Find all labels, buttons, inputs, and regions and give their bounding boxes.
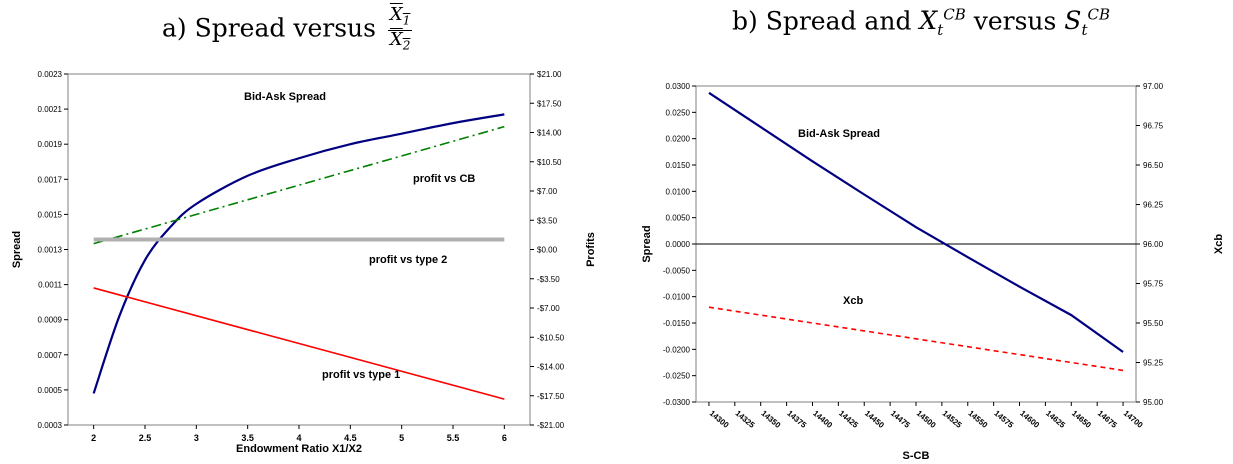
x-tick-label: 14575 xyxy=(992,409,1015,431)
series-label: Bid-Ask Spread xyxy=(244,91,326,103)
x-tick-label: 2 xyxy=(91,433,96,443)
x-tick-label: 14425 xyxy=(837,409,860,431)
x-tick-label: 5.5 xyxy=(447,433,460,443)
x-tick-label: 3 xyxy=(194,433,199,443)
y2-tick-label: $21.00 xyxy=(537,70,562,79)
series-line-bid-ask-spread xyxy=(92,113,505,394)
series-label: Bid-Ask Spread xyxy=(798,128,880,140)
y-tick-label: 0.0003 xyxy=(38,421,63,430)
y-tick-label: 0.0050 xyxy=(666,214,691,223)
y2-tick-label: 95.25 xyxy=(1143,359,1164,368)
y2-tick-label: -$7.00 xyxy=(537,304,560,313)
y-tick-label: 0.0023 xyxy=(38,70,63,79)
y-tick-label: 0.0015 xyxy=(38,210,63,219)
y2-tick-label: -$21.00 xyxy=(537,421,565,430)
y-tick-label: 0.0005 xyxy=(38,386,63,395)
y-tick-label: -0.0300 xyxy=(663,398,691,407)
y2-tick-label: 97.00 xyxy=(1143,82,1164,91)
plot-frame xyxy=(67,73,531,426)
x-tick-label: 5 xyxy=(399,433,404,443)
x-tick-label: 14350 xyxy=(759,409,782,431)
series-label: Xcb xyxy=(843,295,863,307)
series-line-profit-vs-type-1 xyxy=(93,287,505,400)
y2-tick-label: 96.50 xyxy=(1143,161,1164,170)
y-tick-label: 0.0019 xyxy=(38,140,63,149)
y2-tick-label: $0.00 xyxy=(537,246,558,255)
y2-tick-label: -$10.50 xyxy=(537,333,565,342)
x-tick-label: 14500 xyxy=(915,409,938,431)
x-tick-label: 14625 xyxy=(1044,409,1067,431)
y-tick-label: -0.0150 xyxy=(663,319,691,328)
x-tick-label: 14675 xyxy=(1096,409,1119,431)
x-tick-label: 6 xyxy=(502,433,507,443)
series-line-bid-ask-spread xyxy=(708,91,1124,353)
x-tick-label: 2.5 xyxy=(139,433,152,443)
y2-tick-label: -$14.00 xyxy=(537,363,565,372)
y-tick-label: 0.0250 xyxy=(666,108,691,117)
y-tick-label: 0.0017 xyxy=(38,175,63,184)
y-tick-label: 0.0011 xyxy=(38,281,62,290)
y2-tick-label: $17.50 xyxy=(537,99,562,108)
x-axis-label: Endowment Ratio X1/X2 xyxy=(236,443,362,455)
x-tick-label: 14400 xyxy=(811,409,834,431)
x-tick-label: 14550 xyxy=(966,409,989,431)
y-tick-label: -0.0250 xyxy=(663,372,691,381)
chart-a-title-prefix: a) Spread versus xyxy=(162,13,376,43)
y-tick-label: 0.0300 xyxy=(666,82,691,91)
x-tick-label: 14650 xyxy=(1070,409,1093,431)
y2-tick-label: $3.50 xyxy=(537,216,558,225)
y-tick-label: 0.0021 xyxy=(38,105,63,114)
y-axis-label: Spread xyxy=(641,225,653,262)
y-tick-label: -0.0200 xyxy=(663,345,691,354)
y-tick-label: 0.0013 xyxy=(38,246,63,255)
y2-tick-label: 95.00 xyxy=(1143,398,1164,407)
y-tick-label: -0.0100 xyxy=(663,293,691,302)
series-line-profit-vs-cb xyxy=(93,125,505,245)
x-tick-label: 14600 xyxy=(1018,409,1041,431)
y-tick-label: 0.0007 xyxy=(38,351,63,360)
x-tick-label: 14700 xyxy=(1122,409,1145,431)
series-line-xcb xyxy=(708,306,1124,372)
x-tick-label: 4 xyxy=(296,433,301,443)
y2-tick-label: -$17.50 xyxy=(537,392,565,401)
y2-axis-label: Xcb xyxy=(1213,234,1225,254)
y-tick-label: 0.0200 xyxy=(666,135,691,144)
series-label: profit vs CB xyxy=(413,173,475,185)
chart-b-title: b) Spread and XtCB versus StCB xyxy=(732,6,1110,40)
series-label: profit vs type 1 xyxy=(322,369,400,381)
x-tick-label: 14525 xyxy=(941,409,964,431)
y2-axis-label: Profits xyxy=(585,232,597,267)
y2-tick-label: $14.00 xyxy=(537,129,562,138)
y-tick-label: 0.0100 xyxy=(666,187,691,196)
y-axis-label: Spread xyxy=(11,231,23,268)
x-tick-label: 14450 xyxy=(863,409,886,431)
x-tick-label: 14300 xyxy=(708,409,731,431)
y2-tick-label: $7.00 xyxy=(537,187,558,196)
y2-tick-label: 95.75 xyxy=(1143,280,1164,289)
y-tick-label: 0.0009 xyxy=(38,316,63,325)
x-tick-label: 4.5 xyxy=(344,433,357,443)
endowment-ratio-fraction: X1 X2 xyxy=(387,4,413,53)
x-tick-label: 14375 xyxy=(785,409,808,431)
x-axis-label: S-CB xyxy=(903,450,930,462)
y-tick-label: -0.0050 xyxy=(663,266,691,275)
chart-a-title: a) Spread versus X1 X2 xyxy=(162,4,413,54)
x-tick-label: 14325 xyxy=(734,409,757,431)
y2-tick-label: 96.75 xyxy=(1143,122,1164,131)
x-tick-label: 14475 xyxy=(889,409,912,431)
y-tick-label: 0.0000 xyxy=(666,240,691,249)
y-tick-label: 0.0150 xyxy=(666,161,691,170)
y2-tick-label: 96.00 xyxy=(1143,240,1164,249)
x-tick-label: 3.5 xyxy=(241,433,254,443)
y2-tick-label: -$3.50 xyxy=(537,275,560,284)
y2-tick-label: 96.25 xyxy=(1143,201,1164,210)
series-label: profit vs type 2 xyxy=(369,254,447,266)
y2-tick-label: $10.50 xyxy=(537,158,562,167)
y2-tick-label: 95.50 xyxy=(1143,319,1164,328)
